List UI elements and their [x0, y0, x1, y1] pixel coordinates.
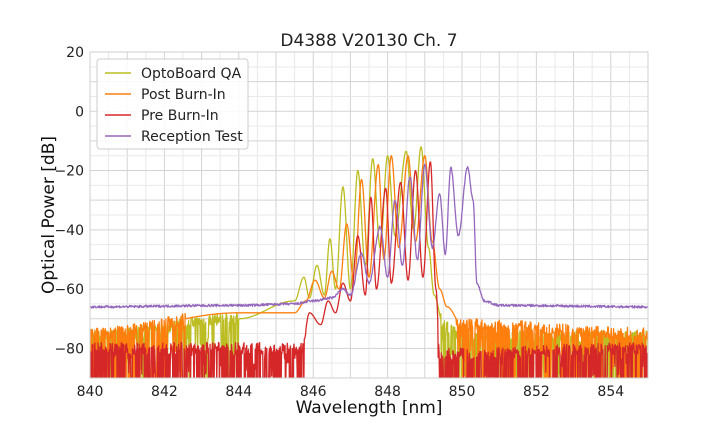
y-tick-label: −80: [54, 341, 84, 357]
legend-label: OptoBoard QA: [141, 66, 242, 82]
x-tick-label: 852: [523, 384, 550, 400]
series-line-2: [90, 161, 648, 378]
legend-box: [96, 58, 249, 150]
legend-label: Pre Burn-In: [141, 108, 219, 124]
plot-frame: [89, 51, 649, 379]
y-ticks: 20 0 −20 −40 −60 −80: [54, 45, 84, 357]
series-layer: [90, 146, 648, 378]
chart-title: D4388 V20130 Ch. 7: [280, 31, 457, 51]
y-tick-label: 0: [75, 104, 84, 120]
x-tick-label: 840: [77, 384, 104, 400]
x-axis-label: Wavelength [nm]: [296, 398, 443, 418]
y-tick-label: 20: [66, 45, 84, 61]
legend-label: Post Burn-In: [141, 87, 226, 103]
series-line-3: [90, 163, 648, 309]
y-tick-label: −60: [54, 282, 84, 298]
legend: OptoBoard QA Post Burn-In Pre Burn-In Recep…: [96, 58, 249, 150]
y-tick-label: −40: [54, 223, 84, 239]
x-tick-label: 842: [151, 384, 178, 400]
x-tick-label: 846: [300, 384, 327, 400]
x-tick-label: 844: [225, 384, 252, 400]
y-tick-label: −20: [54, 164, 84, 180]
x-tick-label: 854: [597, 384, 624, 400]
y-axis-label: Optical Power [dB]: [39, 136, 59, 294]
x-tick-label: 848: [374, 384, 401, 400]
x-tick-label: 850: [449, 384, 476, 400]
legend-label: Reception Test: [141, 129, 243, 145]
series-line-1: [90, 155, 648, 378]
x-ticks: 840 842 844 846 848 850 852 854: [77, 384, 625, 400]
